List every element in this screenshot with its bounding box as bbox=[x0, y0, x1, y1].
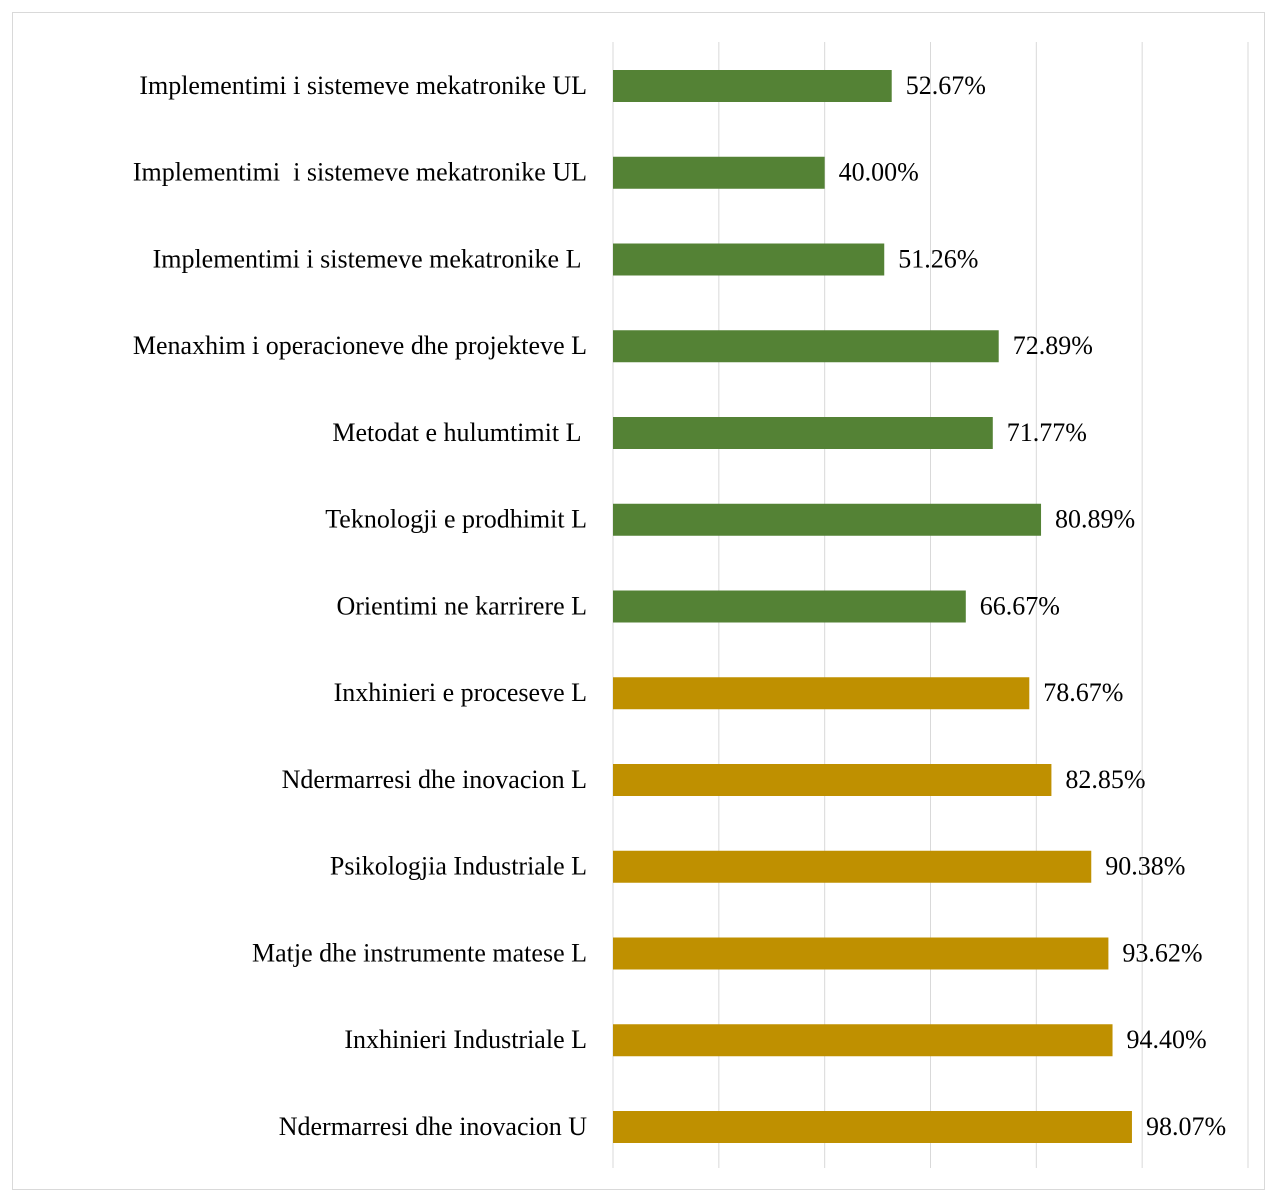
bar bbox=[613, 417, 993, 449]
data-label: 90.38% bbox=[1105, 852, 1185, 881]
bar bbox=[613, 156, 825, 189]
bar bbox=[613, 764, 1052, 796]
bar bbox=[613, 937, 1109, 970]
y-tick-label: Ndermarresi dhe inovacion L bbox=[282, 765, 587, 794]
y-tick-label: Orientimi ne karrirere L bbox=[337, 591, 588, 620]
bar bbox=[613, 243, 885, 276]
bar bbox=[613, 330, 999, 363]
y-tick-label: Implementimi i sistemeve mekatronike L bbox=[153, 244, 587, 273]
data-label: 72.89% bbox=[1013, 331, 1093, 360]
data-label: 52.67% bbox=[906, 71, 986, 100]
bar bbox=[613, 1024, 1113, 1057]
y-tick-label: Inxhinieri Industriale L bbox=[344, 1025, 587, 1054]
bar bbox=[613, 1111, 1132, 1143]
y-tick-label: Teknologji e prodhimit L bbox=[325, 505, 587, 534]
y-tick-label: Implementimi i sistemeve mekatronike UL bbox=[133, 158, 587, 187]
y-tick-label: Metodat e hulumtimit L bbox=[332, 418, 587, 447]
data-label: 98.07% bbox=[1146, 1112, 1226, 1141]
data-label: 93.62% bbox=[1122, 938, 1202, 967]
y-tick-label: Inxhinieri e proceseve L bbox=[334, 678, 587, 707]
y-tick-label: Matje dhe instrumente matese L bbox=[252, 938, 587, 967]
data-label: 80.89% bbox=[1055, 505, 1135, 534]
data-label: 66.67% bbox=[980, 591, 1060, 620]
data-label: 94.40% bbox=[1127, 1025, 1207, 1054]
chart-frame bbox=[12, 12, 1265, 1190]
data-label: 78.67% bbox=[1043, 678, 1123, 707]
data-label: 40.00% bbox=[839, 158, 919, 187]
y-tick-label: Psikologjia Industriale L bbox=[330, 852, 587, 881]
data-label: 71.77% bbox=[1007, 418, 1087, 447]
data-label: 82.85% bbox=[1065, 765, 1145, 794]
bar bbox=[613, 590, 966, 623]
bar bbox=[613, 850, 1092, 883]
y-tick-label: Menaxhim i operacioneve dhe projekteve L bbox=[133, 331, 587, 360]
y-tick-label: Ndermarresi dhe inovacion U bbox=[279, 1112, 588, 1141]
data-label: 51.26% bbox=[898, 244, 978, 273]
bar bbox=[613, 503, 1042, 536]
bar bbox=[613, 70, 892, 102]
y-tick-label: Implementimi i sistemeve mekatronike UL bbox=[139, 71, 587, 100]
bar bbox=[613, 677, 1030, 710]
